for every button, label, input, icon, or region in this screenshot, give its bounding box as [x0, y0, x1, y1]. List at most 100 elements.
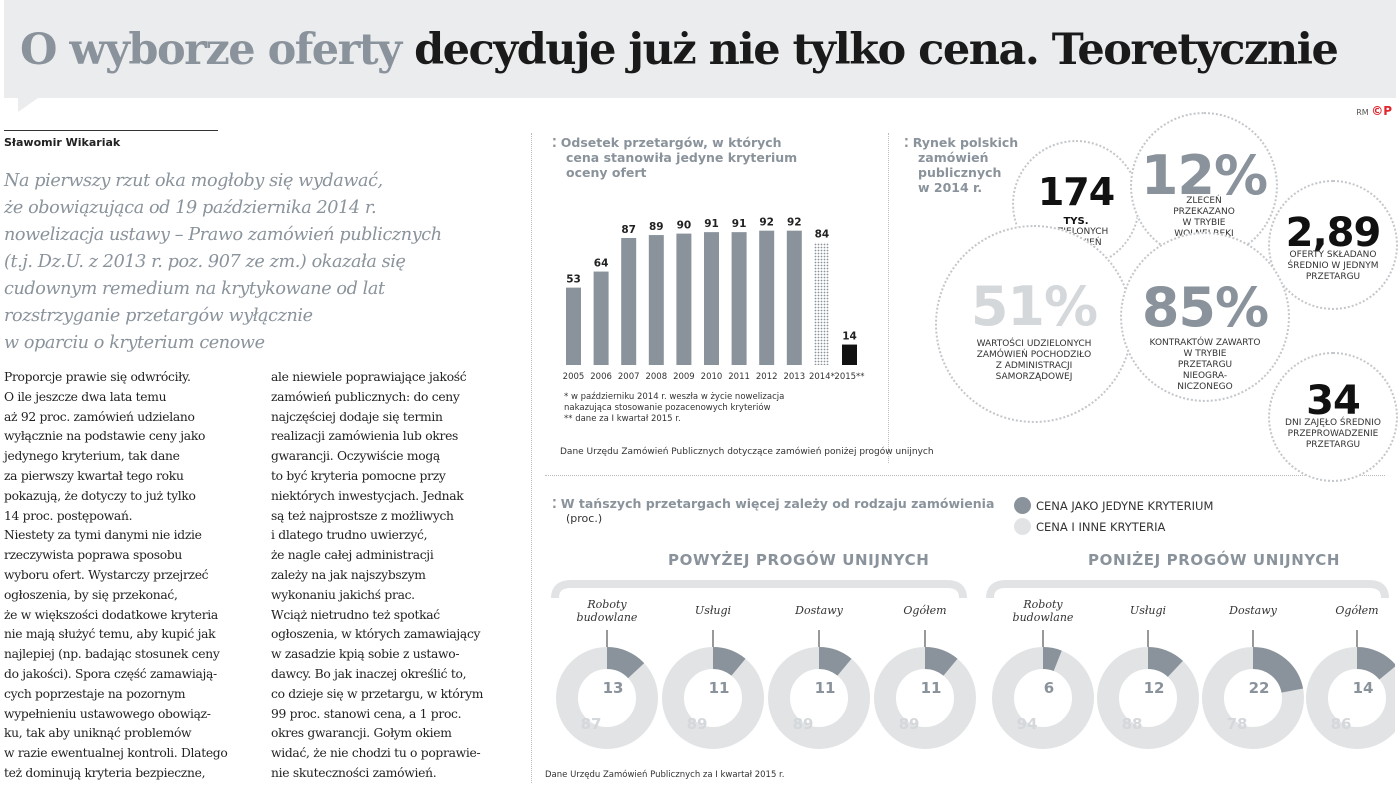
- bar-category-label: 2013: [783, 372, 805, 382]
- body-line: najlepiej (np. badając stosunek ceny: [4, 647, 220, 662]
- donut-arc-price-only: [712, 647, 746, 677]
- body-line: gwarancji. Oczywiście mogą: [271, 449, 440, 464]
- lead-line: że obowiązująca od 19 października 2014 …: [4, 198, 377, 218]
- bar-value-label: 84: [815, 228, 830, 240]
- article-lead: Na pierwszy rzut oka mogłoby się wydawać…: [4, 168, 524, 357]
- body-line: najczęściej dodaje się termin: [271, 409, 443, 424]
- section-title-line: w 2014 r.: [904, 180, 1018, 195]
- bar-value-label: 87: [621, 224, 636, 236]
- bar-chart: 53 2005 64 2006 87 2007 89 2008 90 2009 91 2010 91 20…: [563, 217, 865, 382]
- section-title-text: zamówień: [918, 150, 989, 165]
- group-title-below-eu: PONIŻEJ PROGÓW UNIJNYCH: [1088, 551, 1341, 569]
- stat-caption-line: PRZETARGU: [1305, 440, 1361, 450]
- body-line: Wciąż nietrudno też spotkać: [271, 607, 440, 622]
- bar-note-line: * w październiku 2014 r. weszła w życie …: [564, 392, 785, 402]
- body-line: cych poprzestaje na pozornym: [4, 686, 186, 701]
- stat-caption: OFERTY SKŁADANO ŚREDNIO W JEDNYM PRZETARGU: [1270, 250, 1396, 283]
- donut-ring-other: [768, 647, 870, 749]
- body-line: w zasadzie kpią sobie z ustawo-: [271, 647, 460, 662]
- body-line: wyłącznie na podstawie ceny jako: [4, 429, 206, 444]
- bar-category-label: 2008: [645, 372, 667, 382]
- stat-caption: KONTRAKTÓW ZAWARTO W TRYBIE PRZETARGU NIEOG…: [1122, 338, 1288, 393]
- section-title-text: oceny ofert: [566, 165, 647, 180]
- donut-section-title: ⁚ W tańszych przetargach więcej zależy od…: [552, 496, 995, 511]
- donut-value-price-only: 13: [603, 679, 624, 697]
- body-line: wyboru ofert. Wystarczy przejrzeć: [4, 567, 209, 582]
- stat-value: 85%: [1141, 276, 1269, 339]
- stat-value: 2,89: [1285, 210, 1382, 256]
- legend-label-price-and-other: CENA I INNE KRYTERIA: [1036, 520, 1166, 534]
- bar: [786, 230, 802, 365]
- stat-caption-line: NICZONEGO: [1177, 382, 1233, 392]
- stat-caption-line: ZLECEŃ: [1186, 196, 1222, 206]
- body-line: widać, że nie chodzi tu o poprawie-: [271, 746, 481, 761]
- body-line: ku, tak aby uniknąć problemów: [4, 726, 192, 741]
- body-line: nie skuteczności zamówień.: [271, 765, 437, 780]
- bar-category-label: 2014*: [809, 372, 835, 382]
- bar-value-label: 14: [842, 331, 857, 343]
- body-line: dawcy. Bo jak inaczej określić to,: [271, 666, 467, 681]
- body-line: jedynego kryterium, tak dane: [4, 449, 180, 464]
- body-line: ogłoszenia, w których zamawiający: [271, 627, 481, 642]
- donut-category-label: Ogółem: [903, 604, 946, 617]
- donut-ring-other: [992, 647, 1094, 749]
- donut-section-title-text: W tańszych przetargach więcej zależy od …: [560, 496, 995, 511]
- bar-value-label: 91: [704, 218, 719, 230]
- donut-category-label: Usługi: [695, 604, 731, 617]
- stat-unit: TYS.: [1063, 216, 1089, 227]
- logo-mark: ©P: [1371, 104, 1392, 118]
- body-line: realizacji zamówienia lub okres: [271, 429, 459, 444]
- body-line: wykonaniu jakichś prac.: [271, 587, 415, 602]
- group-bracket: [986, 580, 1389, 599]
- stat-caption-line: KONTRAKTÓW ZAWARTO: [1149, 338, 1261, 348]
- donut-value-other: 88: [1122, 715, 1143, 733]
- body-line: zamówień publicznych: do ceny: [271, 389, 460, 404]
- stat-caption: DNI ZAJĘŁO ŚREDNIO PRZEPROWADZENIE PRZETAR…: [1270, 418, 1396, 451]
- section-title-line: oceny ofert: [552, 165, 797, 180]
- body-line: są też najprostsze z możliwych: [271, 508, 454, 523]
- body-line: zależy na jak najszybszym: [271, 567, 426, 582]
- body-line: to być kryteria pomocne przy: [271, 468, 446, 483]
- logo-initials: RM: [1356, 108, 1369, 117]
- article-column-1: Proporcje prawie się odwróciły. O ile jes…: [4, 368, 254, 784]
- stat-caption-line: Z ADMINISTRACJI: [995, 361, 1073, 371]
- section-title-text: cena stanowiła jedyne kryterium: [566, 150, 798, 165]
- stat-caption-line: OFERTY SKŁADANO: [1289, 250, 1377, 260]
- donut-arc-price-only: [1252, 647, 1304, 694]
- bar: [814, 242, 830, 365]
- body-line: rzeczywista poprawa sposobu: [4, 548, 183, 563]
- donut-value-other: 87: [581, 715, 602, 733]
- donut-category-label: Ogółem: [1335, 604, 1378, 617]
- donut-charts: Robotybudowlane1387Usługi1189Dostawy1189…: [551, 580, 1395, 749]
- body-line: aż 92 proc. zamówień udzielano: [4, 409, 195, 424]
- donut-category-label: Dostawy: [794, 604, 843, 617]
- section-title-line: zamówień: [904, 150, 1018, 165]
- donut-section-subtitle: (proc.): [566, 512, 603, 525]
- article-column-2: ale niewiele poprawiające jakość zamówień…: [271, 368, 521, 784]
- section-title-line: ⁚ Odsetek przetargów, w których: [552, 135, 797, 150]
- bar: [731, 232, 747, 365]
- section-title-line: ⁚ Rynek polskich: [904, 135, 1018, 150]
- stat-caption-line: UDZIELONYCH: [1043, 227, 1109, 237]
- bar-chart-source: Dane Urzędu Zamówień Publicznych dotyczą…: [560, 447, 934, 457]
- bar-note-line: ** dane za I kwartał 2015 r.: [564, 414, 681, 424]
- body-line: okres gwarancji. Gołym okiem: [271, 726, 452, 741]
- bar: [648, 235, 664, 365]
- donut-value-other: 94: [1017, 715, 1038, 733]
- donut-value-price-only: 11: [709, 679, 730, 697]
- headline-part-1: O wyborze oferty: [20, 25, 402, 75]
- headline: O wyborze oferty decyduje już nie tylko …: [20, 20, 1339, 80]
- donut-arc-price-only: [1147, 647, 1183, 678]
- legend-swatch-price-and-other: [1014, 518, 1031, 535]
- stat-caption: WARTOŚCI UDZIELONYCH ZAMÓWIEŃ POCHODZIŁO Z…: [937, 339, 1131, 383]
- bar-value-label: 90: [677, 220, 692, 232]
- stat-caption-line: W TRYBIE: [1183, 349, 1227, 359]
- body-line: nie mają służyć temu, aby kupić jak: [4, 627, 216, 642]
- body-line: Proporcje prawie się odwróciły.: [4, 370, 191, 384]
- stat-bubble: 34 DNI ZAJĘŁO ŚREDNIO PRZEPROWADZENIE PRZET…: [1268, 352, 1398, 482]
- bar-value-label: 92: [787, 217, 802, 229]
- donut-value-price-only: 11: [921, 679, 942, 697]
- group-title-above-eu: POWYŻEJ PROGÓW UNIJNYCH: [668, 551, 930, 569]
- stat-bubble: 2,89 OFERTY SKŁADANO ŚREDNIO W JEDNYM PRZET…: [1268, 180, 1398, 310]
- column-divider: [531, 133, 532, 783]
